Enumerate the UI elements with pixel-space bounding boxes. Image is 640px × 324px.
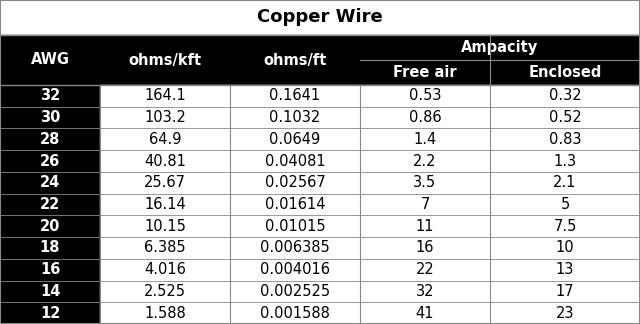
Text: Free air: Free air: [393, 65, 457, 80]
Text: 16: 16: [40, 262, 60, 277]
Text: 40.81: 40.81: [144, 154, 186, 168]
Text: 103.2: 103.2: [144, 110, 186, 125]
Text: 0.001588: 0.001588: [260, 306, 330, 321]
Text: 20: 20: [40, 219, 60, 234]
Bar: [0, 35, 640, 85]
Text: 0.1032: 0.1032: [269, 110, 321, 125]
Text: 2.2: 2.2: [413, 154, 436, 168]
Bar: [100, 194, 640, 215]
Bar: [100, 259, 640, 281]
Text: 7: 7: [420, 197, 429, 212]
Bar: [100, 237, 640, 259]
Text: 0.006385: 0.006385: [260, 240, 330, 255]
Text: 6.385: 6.385: [144, 240, 186, 255]
Bar: [0, 302, 100, 324]
Bar: [0, 281, 100, 302]
Text: 10.15: 10.15: [144, 219, 186, 234]
Bar: [0, 150, 100, 172]
Bar: [0, 194, 100, 215]
Text: 32: 32: [40, 88, 60, 103]
Text: 3.5: 3.5: [413, 175, 436, 190]
Text: AWG: AWG: [31, 52, 70, 67]
Text: Ampacity: Ampacity: [461, 40, 539, 55]
Text: 1.4: 1.4: [413, 132, 436, 147]
Bar: [0, 128, 100, 150]
Text: 1.588: 1.588: [144, 306, 186, 321]
Text: 164.1: 164.1: [144, 88, 186, 103]
Bar: [100, 128, 640, 150]
Bar: [0, 215, 100, 237]
Text: 14: 14: [40, 284, 60, 299]
Text: 2.1: 2.1: [554, 175, 577, 190]
Text: Enclosed: Enclosed: [528, 65, 602, 80]
Text: 22: 22: [415, 262, 435, 277]
Bar: [0, 107, 100, 128]
Text: 0.01614: 0.01614: [265, 197, 325, 212]
Text: 0.002525: 0.002525: [260, 284, 330, 299]
Text: 0.0649: 0.0649: [269, 132, 321, 147]
Bar: [100, 281, 640, 302]
Text: 41: 41: [416, 306, 435, 321]
Text: 11: 11: [416, 219, 435, 234]
Text: 0.1641: 0.1641: [269, 88, 321, 103]
Text: 0.04081: 0.04081: [265, 154, 325, 168]
Text: 32: 32: [416, 284, 435, 299]
Bar: [100, 150, 640, 172]
Bar: [0, 237, 100, 259]
Text: Copper Wire: Copper Wire: [257, 8, 383, 27]
Text: 12: 12: [40, 306, 60, 321]
Text: 23: 23: [556, 306, 574, 321]
Text: 16.14: 16.14: [144, 197, 186, 212]
Text: 0.86: 0.86: [409, 110, 442, 125]
Text: 10: 10: [556, 240, 574, 255]
Text: 25.67: 25.67: [144, 175, 186, 190]
Bar: [100, 107, 640, 128]
Text: 0.83: 0.83: [548, 132, 581, 147]
Text: 30: 30: [40, 110, 60, 125]
Text: 0.01015: 0.01015: [265, 219, 325, 234]
Text: 2.525: 2.525: [144, 284, 186, 299]
Text: ohms/ft: ohms/ft: [263, 52, 326, 67]
Bar: [100, 85, 640, 107]
Text: 13: 13: [556, 262, 574, 277]
Text: 0.53: 0.53: [409, 88, 441, 103]
Bar: [100, 215, 640, 237]
Text: 26: 26: [40, 154, 60, 168]
Text: 5: 5: [561, 197, 570, 212]
Text: 24: 24: [40, 175, 60, 190]
Bar: [100, 302, 640, 324]
Text: 0.52: 0.52: [548, 110, 581, 125]
Text: 0.004016: 0.004016: [260, 262, 330, 277]
Text: 16: 16: [416, 240, 435, 255]
Text: 18: 18: [40, 240, 60, 255]
Bar: [0, 259, 100, 281]
Text: 1.3: 1.3: [554, 154, 577, 168]
Text: 17: 17: [556, 284, 574, 299]
Bar: [0, 172, 100, 194]
Text: 64.9: 64.9: [148, 132, 181, 147]
Bar: [0, 0, 640, 35]
Text: 28: 28: [40, 132, 60, 147]
Text: 0.32: 0.32: [548, 88, 581, 103]
Text: 0.02567: 0.02567: [264, 175, 325, 190]
Bar: [100, 172, 640, 194]
Text: 7.5: 7.5: [554, 219, 577, 234]
Text: ohms/kft: ohms/kft: [129, 52, 202, 67]
Text: 22: 22: [40, 197, 60, 212]
Text: 4.016: 4.016: [144, 262, 186, 277]
Bar: [0, 85, 100, 107]
